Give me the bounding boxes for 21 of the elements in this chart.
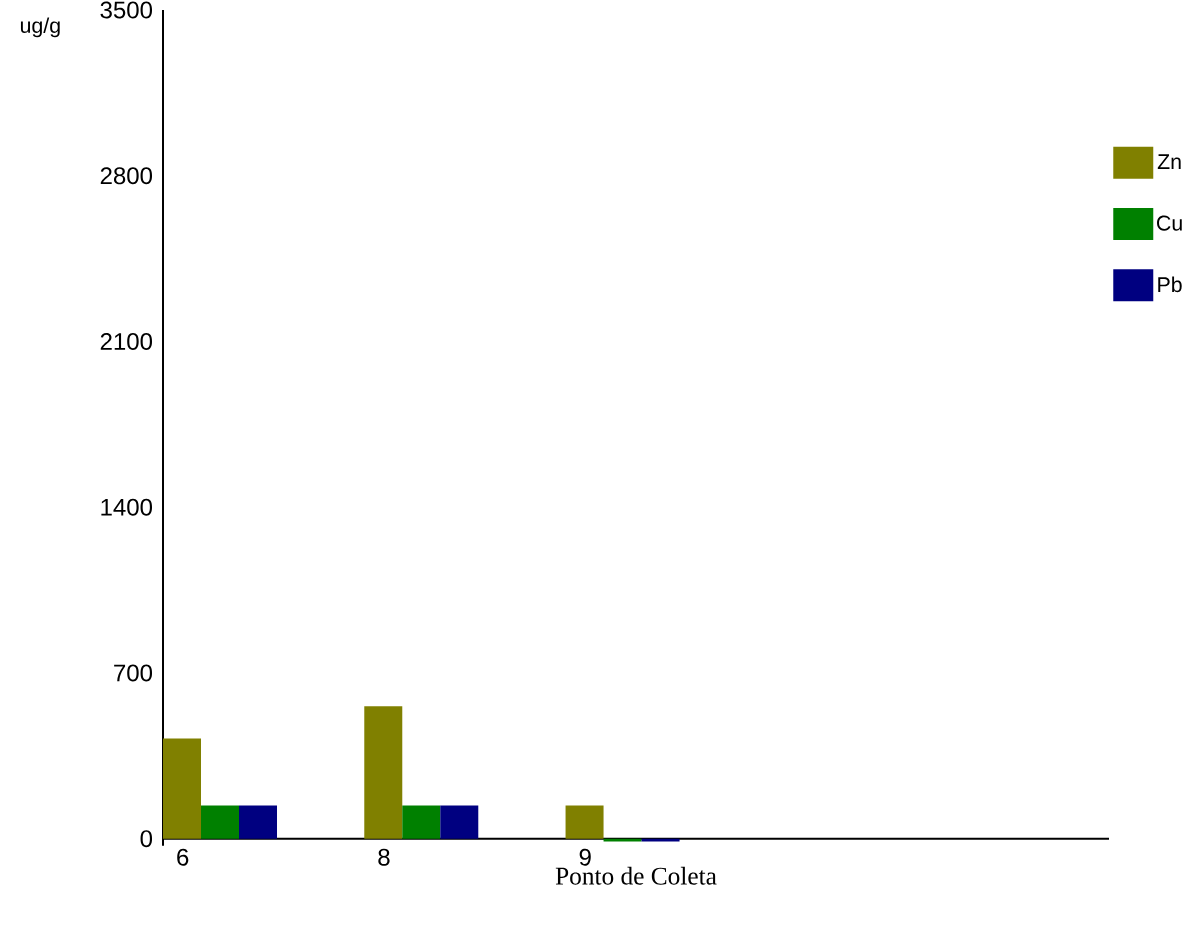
bar bbox=[440, 805, 479, 839]
legend-label: Zn bbox=[1157, 154, 1181, 169]
x-tick-label: 9 bbox=[579, 848, 591, 866]
y-tick-label: 1400 bbox=[101, 498, 153, 516]
y-tick-label: 700 bbox=[114, 664, 153, 682]
x-axis-title: Ponto de Coleta bbox=[555, 866, 717, 885]
y-tick-label: 0 bbox=[140, 830, 153, 848]
bar bbox=[364, 706, 403, 839]
y-tick-label: 2100 bbox=[100, 332, 153, 350]
bar bbox=[402, 805, 441, 839]
bar bbox=[239, 805, 278, 839]
y-tick-label: 2800 bbox=[100, 167, 153, 185]
bar bbox=[201, 805, 240, 839]
y-tick-label: 3500 bbox=[100, 1, 153, 19]
y-axis-title: ug/g bbox=[20, 17, 60, 38]
x-tick-label: 6 bbox=[177, 848, 189, 866]
bar bbox=[163, 738, 202, 839]
x-tick-label: 8 bbox=[378, 848, 390, 866]
legend-label: Cu bbox=[1157, 215, 1182, 231]
bar bbox=[565, 805, 604, 839]
legend-label: Pb bbox=[1158, 276, 1182, 293]
